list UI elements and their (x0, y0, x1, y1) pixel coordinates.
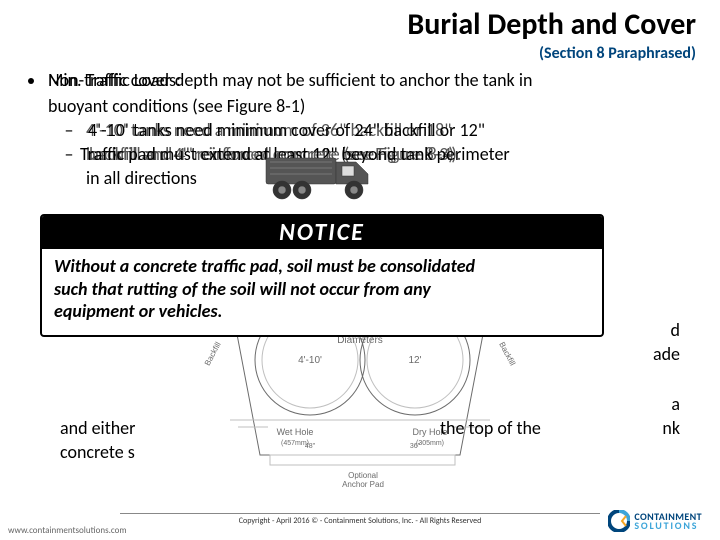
sub-1-text-b: 4'-10' tanks need minimum cover of 24" b… (88, 118, 485, 142)
bullet-dot (28, 78, 34, 84)
page-subtitle: (Section 8 Paraphrased) (539, 44, 696, 63)
frag-r2: ade (653, 342, 680, 366)
fig-label-backfill-l: Backfill (203, 340, 223, 367)
bullet-1-text-a: Min. Traffic Loads: (48, 69, 181, 91)
sub-dash: – (64, 118, 74, 142)
frag-l2: nk (662, 416, 680, 440)
fig-label-wethole: Wet Hole (277, 427, 314, 437)
sub-dash: – (64, 142, 74, 166)
fig-label-anchor2: Anchor Pad (342, 480, 384, 489)
logo-text: CONTAINMENT SOLUTIONS (634, 512, 702, 530)
fig-label-backfill-r: Backfill (497, 341, 517, 368)
frag-l4b: the top of the (440, 416, 541, 440)
logo-line-2: SOLUTIONS (634, 521, 702, 530)
logo: CONTAINMENT SOLUTIONS (608, 510, 702, 532)
fig-label-dia12: 12' (408, 355, 421, 366)
footer-rule (120, 513, 600, 514)
bullet-2: buoyant conditions (see Figure 8-1) (48, 94, 700, 118)
frag-l3: and either (60, 416, 135, 440)
notice-line-2: such that rutting of the soil will not o… (54, 278, 590, 301)
notice-line-1: Without a concrete traffic pad, soil mus… (54, 255, 590, 278)
sub-blank (64, 166, 74, 190)
svg-text:48": 48" (305, 443, 316, 450)
svg-text:36": 36" (410, 443, 421, 450)
frag-r1: d (671, 318, 680, 342)
page-title: Burial Depth and Cover (407, 6, 696, 43)
bullet-1: Non-traffic cover depth may not be suffi… (28, 68, 700, 92)
subbullet-1: – 4'-10' tanks need a minimum of 36" bac… (64, 118, 700, 142)
bullet-2-text: buoyant conditions (see Figure 8-1) (48, 94, 305, 118)
notice-line-3: equipment or vehicles. (54, 300, 590, 323)
notice-box: NOTICE Without a concrete traffic pad, s… (40, 214, 604, 337)
frag-l5: concrete s (60, 440, 135, 464)
truck-icon (264, 148, 394, 209)
notice-title: NOTICE (42, 216, 602, 249)
fig-dim-305: (305mm) (416, 440, 444, 447)
frag-l1: a (671, 392, 680, 416)
fig-label-dia4: 4'-10' (298, 355, 322, 366)
footer-url: www.containmentsolutions.com (8, 525, 127, 536)
fig-label-anchor1: Optional (348, 471, 378, 480)
logo-mark-icon (608, 510, 630, 532)
fig-label-diameters: Diameters (337, 335, 383, 346)
notice-body: Without a concrete traffic pad, soil mus… (42, 249, 602, 325)
